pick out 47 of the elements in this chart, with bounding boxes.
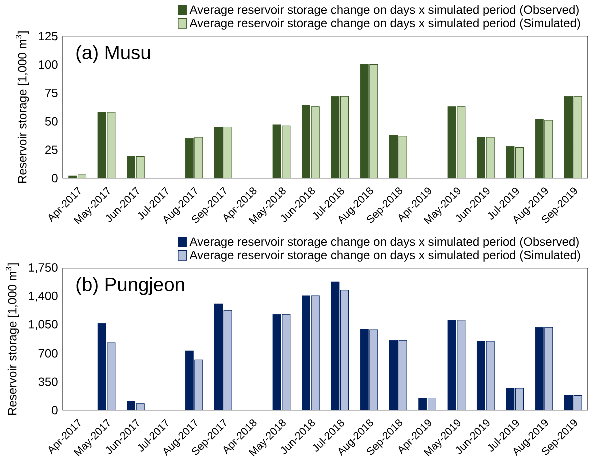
legend-label: Average reservoir storage change on days x simulated period (Observed) — [190, 237, 579, 248]
bar — [398, 340, 408, 410]
legend-label: Average reservoir storage change on days x simulated period (Simulated) — [190, 250, 580, 262]
bar — [224, 126, 232, 178]
bar — [282, 314, 291, 410]
y-tick-label: 100 — [39, 60, 58, 69]
bar — [194, 137, 204, 178]
y-axis-title: Reservoir storage [1,000 m$^{3}$] — [6, 263, 20, 415]
bar — [544, 327, 554, 410]
y-tick-label: 0 — [52, 406, 58, 414]
bar — [574, 395, 582, 410]
y-tick-label: 125 — [39, 32, 58, 40]
bar — [194, 360, 204, 410]
y-tick-label: 50 — [45, 117, 58, 126]
bar — [107, 342, 116, 410]
chart-title: (a) Musu — [76, 45, 150, 64]
y-tick-label: 350 — [38, 378, 58, 386]
bar — [311, 296, 320, 410]
bar — [574, 96, 582, 178]
bar — [515, 388, 524, 410]
bar — [311, 106, 320, 178]
bar — [457, 106, 466, 178]
bar — [224, 310, 232, 410]
bar — [515, 147, 524, 178]
bar — [282, 126, 291, 178]
bar — [457, 320, 466, 410]
y-tick-label: 25 — [46, 146, 58, 154]
bar — [370, 330, 378, 410]
bar — [370, 64, 378, 178]
bar — [340, 290, 350, 410]
bar — [486, 340, 495, 410]
y-tick-label: 1,050 — [29, 320, 58, 330]
legend-label: Average reservoir storage change on days x simulated period (Simulated) — [190, 18, 580, 30]
y-tick-label: 1,750 — [29, 263, 58, 274]
bar — [486, 137, 495, 178]
chart-title: (b) Pungjeon — [76, 277, 184, 296]
y-tick-label: 75 — [46, 88, 58, 98]
bar — [107, 112, 116, 178]
bar — [136, 156, 145, 178]
y-tick-label: 700 — [38, 349, 58, 358]
legend-label: Average reservoir storage change on days x simulated period (Observed) — [190, 5, 579, 16]
bar — [544, 120, 554, 178]
y-tick-label: 0 — [52, 174, 58, 182]
y-axis-title: Reservoir storage [1,000 m$^{3}$] — [16, 31, 30, 183]
bar — [398, 136, 408, 178]
bar — [340, 96, 350, 178]
y-tick-label: 1,400 — [29, 292, 58, 302]
